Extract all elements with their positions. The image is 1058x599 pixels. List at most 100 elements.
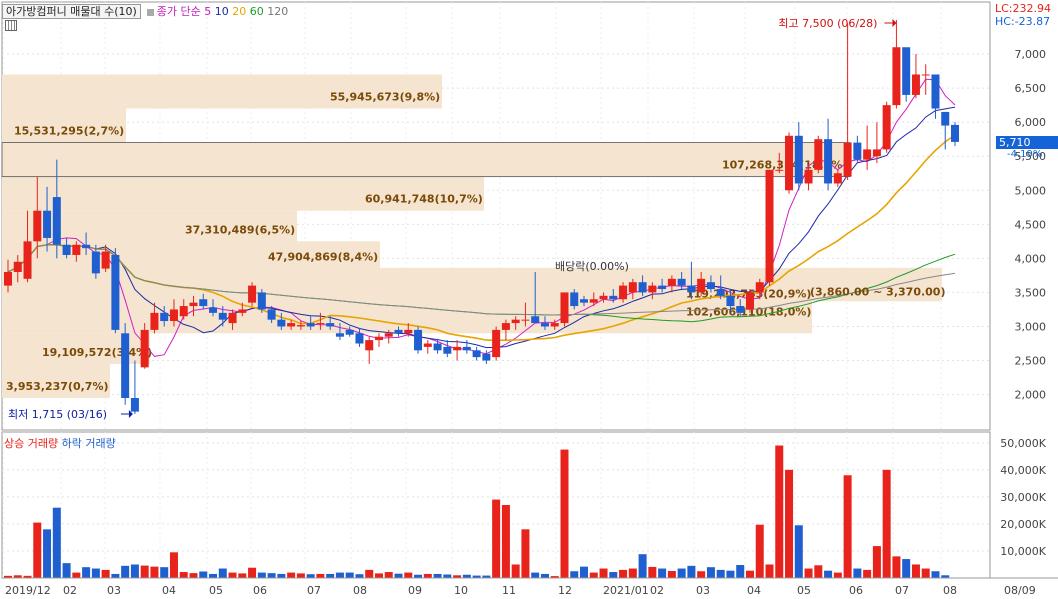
volume-bar — [91, 568, 100, 578]
ma-legend-icon — [146, 8, 154, 16]
current-price-badge: 5,710 — [996, 136, 1058, 149]
volume-bar — [472, 575, 481, 578]
volume-bar — [33, 522, 42, 578]
candle-body — [111, 254, 120, 330]
candle-body — [423, 343, 432, 347]
candle-body — [101, 251, 110, 269]
volume-tick-label: 10,000K — [1000, 545, 1046, 558]
volume-bar — [843, 475, 852, 578]
volume-bar — [501, 505, 510, 578]
volume-bar — [209, 573, 218, 578]
candle-body — [833, 173, 842, 184]
volume-bar — [531, 572, 540, 578]
price-tick-label: 3,000 — [1015, 320, 1047, 333]
candle-body — [296, 325, 305, 327]
candle-body — [306, 323, 315, 327]
x-tick-label: 06 — [849, 584, 863, 597]
candle-body — [872, 149, 881, 157]
volume-bar — [326, 573, 335, 578]
candle-body — [82, 244, 91, 249]
candle-body — [492, 329, 501, 358]
candle-body — [121, 333, 130, 398]
volume-bar — [872, 546, 881, 578]
candle-body — [531, 316, 540, 324]
high-price-annotation: 최고 7,500 (06/28) — [778, 17, 877, 30]
candle-body — [843, 142, 852, 177]
ma-120-line — [7, 244, 956, 316]
volume-bar — [140, 565, 149, 578]
volume-bar — [404, 572, 413, 578]
volume-bar — [570, 571, 579, 578]
volume-profile-label: 55,945,673(9,8%) — [330, 91, 440, 104]
price-tick-label: 7,000 — [1015, 48, 1047, 61]
candle-body — [726, 295, 735, 307]
volume-bar — [13, 575, 22, 578]
candle-body — [863, 149, 872, 160]
volume-bar — [355, 574, 364, 578]
volume-bar — [785, 469, 794, 578]
candle-body — [62, 244, 71, 255]
candle-body — [414, 329, 423, 351]
candle-body — [13, 261, 22, 272]
volume-bar — [619, 569, 628, 578]
candle-body — [589, 299, 598, 303]
price-tick-label: 6,000 — [1015, 116, 1047, 129]
volume-bar — [687, 565, 696, 578]
volume-bar — [23, 575, 32, 578]
volume-bar — [111, 573, 120, 578]
table-view-icon[interactable] — [5, 20, 17, 31]
candle-body — [267, 309, 276, 320]
x-tick-label: 03 — [696, 584, 710, 597]
candle-body — [892, 47, 901, 106]
candle-body — [648, 285, 657, 293]
x-tick-label: 11 — [502, 584, 516, 597]
volume-bar — [374, 573, 383, 578]
candle-body — [150, 312, 159, 330]
volume-bar — [228, 572, 237, 578]
lc-label: LC:232.94 — [995, 2, 1052, 15]
candle-body — [824, 139, 833, 184]
volume-bar — [160, 567, 169, 578]
candle-body — [902, 47, 911, 95]
volume-bar — [794, 525, 803, 578]
volume-bar — [238, 573, 247, 578]
candle-body — [179, 306, 188, 317]
volume-bar — [169, 552, 178, 578]
volume-bar — [648, 566, 657, 578]
volume-bar — [911, 564, 920, 578]
ma-10: 10 — [214, 5, 229, 18]
candle-body — [209, 307, 218, 313]
candle-body — [951, 124, 959, 142]
candle-body — [570, 292, 579, 307]
volume-bar — [394, 573, 403, 578]
volume-bar — [414, 574, 423, 578]
volume-bar — [765, 564, 774, 578]
volume-tick-label: 30,000K — [1000, 491, 1046, 504]
candle-body — [228, 312, 237, 324]
volume-tick-label: 50,000K — [1000, 437, 1046, 450]
candle-body — [384, 333, 393, 337]
price-tick-label: 2,500 — [1015, 355, 1047, 368]
volume-bar — [72, 572, 81, 578]
volume-bar — [824, 570, 833, 578]
candle-body — [638, 282, 647, 293]
candle-body — [394, 329, 403, 334]
candle-body — [43, 210, 52, 238]
candle-body — [658, 285, 667, 290]
volume-bar — [638, 554, 647, 578]
candle-body — [941, 111, 950, 126]
x-tick-label: 04 — [162, 584, 176, 597]
candle-body — [72, 244, 81, 255]
low-arrow-head — [128, 410, 133, 418]
candle-body — [335, 333, 344, 337]
candle-body — [511, 319, 520, 324]
candle-body — [853, 142, 862, 160]
candle-body — [453, 346, 462, 351]
volume-bar — [941, 575, 950, 578]
candle-body — [599, 295, 608, 300]
volume-bar — [306, 574, 315, 578]
volume-bar — [853, 568, 862, 578]
candle-body — [677, 278, 686, 286]
volume-bar — [52, 507, 61, 578]
